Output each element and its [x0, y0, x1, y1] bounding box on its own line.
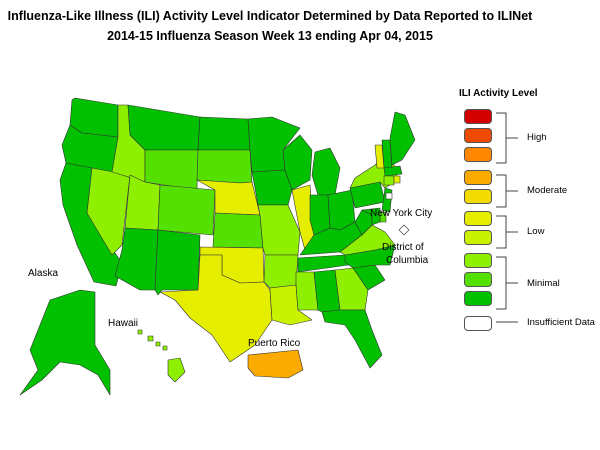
state-co: [157, 184, 216, 236]
dc-label-line2: Columbia: [386, 255, 429, 266]
legend-swatch-level-0: [464, 316, 492, 331]
legend-swatch-level-9: [464, 128, 492, 143]
legend-insufficient-label: Insufficient Data: [527, 317, 595, 328]
legend-low-label: Low: [527, 226, 545, 237]
state-ia: [251, 169, 293, 206]
state-nd: [197, 116, 251, 151]
state-ks: [212, 212, 264, 249]
state-ct: [383, 175, 395, 186]
legend-swatch-level-2: [464, 272, 492, 287]
legend-minimal-label: Minimal: [527, 278, 560, 289]
state-ar: [263, 254, 299, 289]
state-md: [361, 207, 381, 226]
legend-swatch-level-1: [464, 291, 492, 306]
legend-high-label: High: [527, 132, 547, 143]
state-mt: [127, 104, 201, 151]
state-ri: [393, 175, 401, 184]
legend-moderate-label: Moderate: [527, 185, 568, 196]
nyc-marker: [385, 192, 393, 200]
state-ma: [383, 165, 403, 177]
legend-swatch-level-7: [464, 170, 492, 185]
state-mi: [311, 147, 341, 196]
dc-marker: [398, 224, 410, 236]
nyc-label: New York City: [370, 208, 433, 219]
legend-swatch-level-8: [464, 147, 492, 162]
alaska-label: Alaska: [28, 268, 59, 279]
map-subtitle: 2014-15 Influenza Season Week 13 ending …: [107, 29, 433, 43]
dc-label-line1: District of: [382, 242, 424, 253]
legend-swatch-level-4: [464, 230, 492, 245]
state-ak: [19, 289, 111, 396]
legend-swatch-level-3: [464, 253, 492, 268]
state-tx: [159, 254, 273, 363]
state-ms: [295, 271, 319, 311]
legend-swatch-level-6: [464, 189, 492, 204]
hawaii-label: Hawaii: [108, 318, 139, 329]
state-nm: [154, 229, 201, 296]
legend-swatch-level-10: [464, 109, 492, 124]
state-fl: [321, 309, 383, 369]
territory-pr: [247, 349, 304, 379]
state-wi: [282, 134, 313, 191]
legend-title: ILI Activity Level: [459, 88, 538, 99]
state-me: [389, 111, 416, 166]
legend-swatch-level-5: [464, 211, 492, 226]
state-hi: [137, 329, 186, 383]
map-title: Influenza-Like Illness (ILI) Activity Le…: [7, 9, 533, 23]
state-sd: [196, 149, 253, 184]
state-ga: [334, 267, 369, 311]
state-mo: [257, 204, 301, 256]
puerto-rico-label: Puerto Rico: [248, 338, 301, 349]
